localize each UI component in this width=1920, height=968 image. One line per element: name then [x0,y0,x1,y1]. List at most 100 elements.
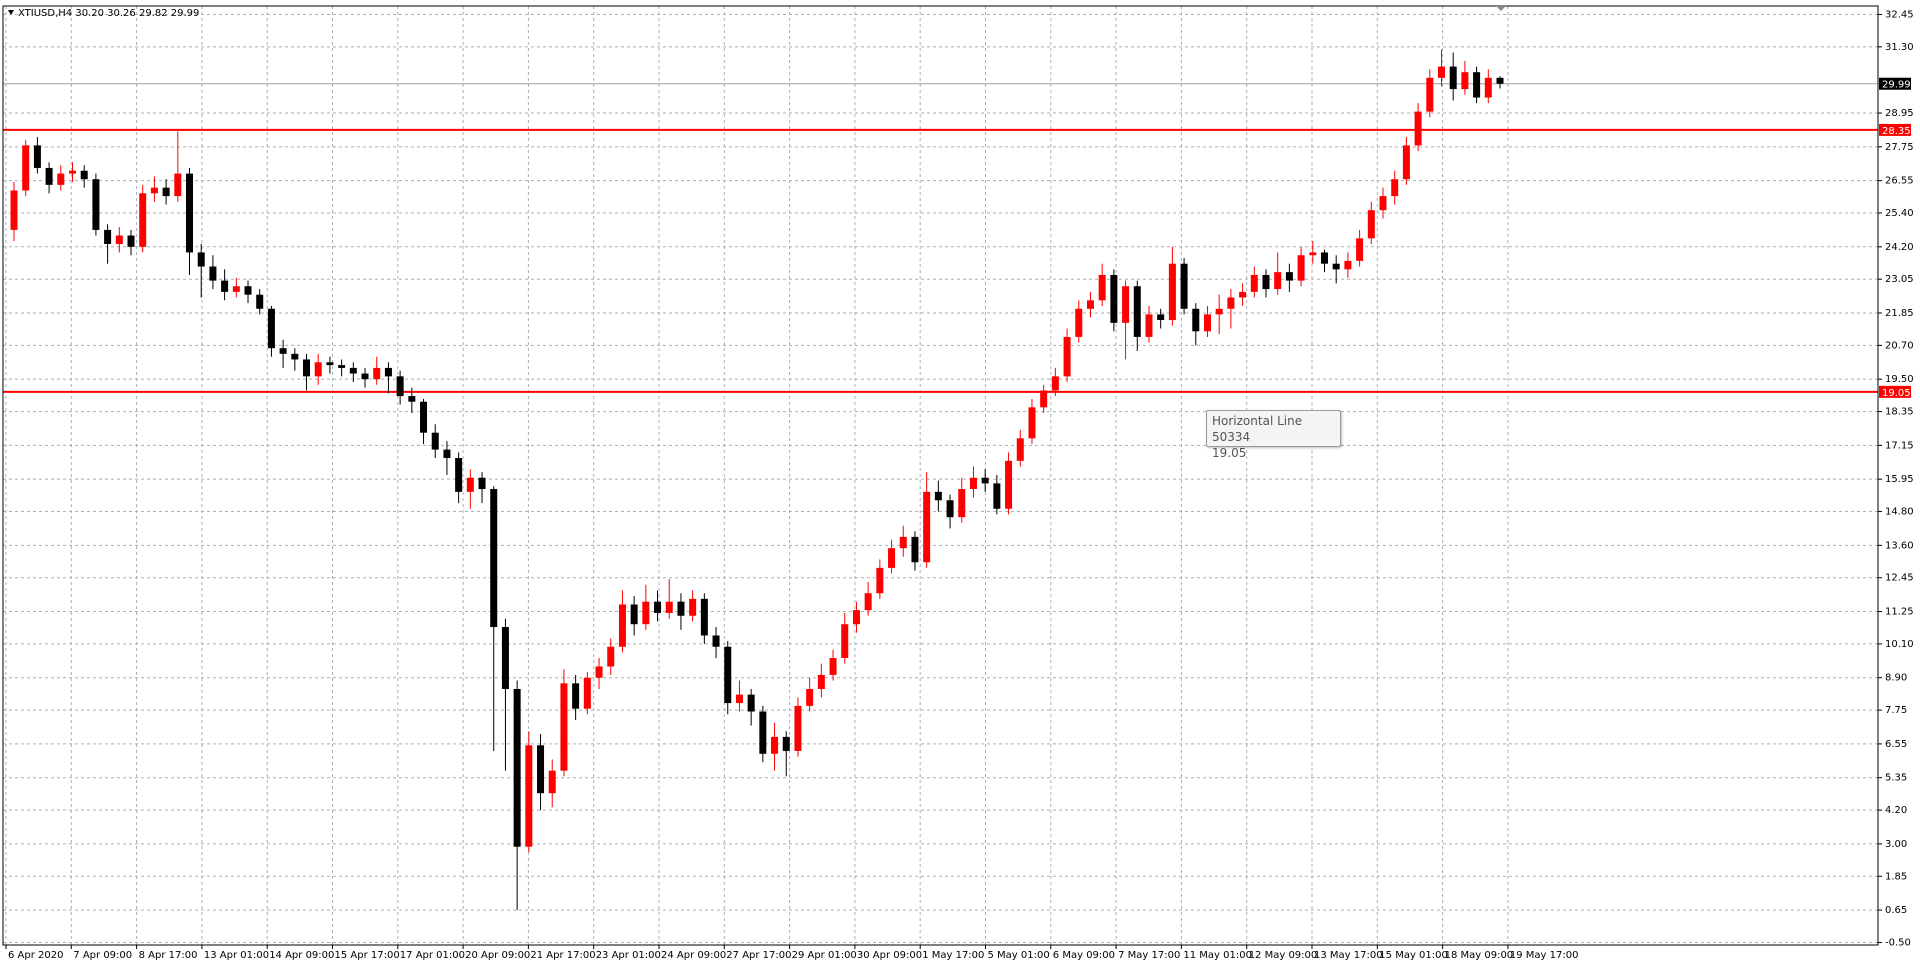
candle-body [537,745,545,794]
candle-body [1122,286,1130,323]
candle-body [1250,274,1258,292]
candle-body [197,252,205,267]
x-tick-label: 15 May 01:00 [1379,950,1448,961]
candle-body [548,770,556,794]
y-tick-label: 19.50 [1885,374,1914,385]
chart-title: XTIUSD,H4 30.20 30.26 29.82 29.99 [18,8,199,19]
candle-body [1075,308,1083,337]
x-tick-label: 15 Apr 17:00 [335,950,400,961]
x-tick-label: 17 Apr 01:00 [400,950,465,961]
tooltip-value: 19.05 [1212,446,1247,460]
candle-body [583,677,591,709]
candle-body [1203,314,1211,332]
candle-body [969,477,977,490]
candle-body [899,536,907,549]
y-tick-label: 10.10 [1885,639,1914,650]
tooltip: Horizontal Line 50334 19.05 [1206,410,1341,460]
candle-body [1157,314,1165,321]
y-tick-label: 1.85 [1885,871,1907,882]
current-price-label: 29.99 [1882,80,1911,91]
candle-body [384,367,392,377]
level-label: 19.05 [1882,388,1911,399]
y-tick-label: 8.90 [1885,673,1907,684]
candle-body [677,601,685,616]
candle-body [852,610,860,625]
menu-arrow[interactable] [8,10,14,15]
y-tick-label: 18.35 [1885,407,1914,418]
candle-body [174,173,182,197]
candle-body [829,658,837,675]
y-tick-label: 26.55 [1885,176,1914,187]
candle-body [817,674,825,689]
candle-body [923,491,931,563]
candle-body [162,187,170,197]
candle-body [209,266,217,281]
candle-body [10,190,18,230]
candle-body [572,683,580,709]
candle-body [127,235,135,247]
y-tick-label: 3.00 [1885,839,1907,850]
candle-body [314,362,322,377]
candle-body [1449,66,1457,90]
candle-body [45,167,53,185]
candle-body [1168,263,1176,321]
x-tick-label: 7 May 17:00 [1118,950,1180,961]
candle-body [291,353,299,360]
candle-body [478,477,486,490]
candle-body [1437,66,1445,78]
x-tick-label: 6 Apr 2020 [8,950,63,961]
tooltip-name: Horizontal Line 50334 [1212,414,1303,444]
candle-body [1005,460,1013,509]
candle-body [958,489,966,518]
candle-body [349,367,357,374]
x-tick-label: 8 Apr 17:00 [139,950,198,961]
candle-body [642,601,650,625]
x-tick-label: 23 Apr 01:00 [596,950,661,961]
candle-body [1473,72,1481,98]
candle-body [150,187,158,194]
candle-body [1274,272,1282,290]
plot-frame [2,5,1879,946]
x-tick-label: 5 May 01:00 [988,950,1050,961]
x-tick-label: 6 May 09:00 [1053,950,1115,961]
candle-body [735,694,743,704]
candle-body [303,359,311,377]
y-tick-label: 32.45 [1885,9,1914,20]
candle-body [782,736,790,751]
candle-body [408,396,416,402]
candle-body [525,745,533,847]
x-tick-label: 27 Apr 17:00 [726,950,791,961]
candle-body [1496,77,1504,84]
candle-body [1402,145,1410,180]
candle-body [1086,300,1094,309]
candle-body [267,308,275,349]
candle-body [1145,314,1153,337]
x-tick-label: 1 May 17:00 [922,950,984,961]
candle-body [1016,438,1024,461]
y-tick-label: 24.20 [1885,242,1914,253]
candle-body [993,483,1001,509]
x-tick-label: 21 Apr 17:00 [530,950,595,961]
candle-body [1426,77,1434,112]
candle-body [1391,179,1399,197]
y-tick-label: 25.40 [1885,208,1914,219]
candle-body [326,362,334,366]
y-tick-label: 17.15 [1885,440,1914,451]
candle-body [724,646,732,704]
candle-body [864,593,872,611]
x-tick-label: 18 May 09:00 [1445,950,1514,961]
candle-body [139,193,147,247]
candle-body [186,173,194,253]
candle-body [1332,263,1340,270]
current-price-bg [1879,77,1911,90]
candle-body [396,376,404,397]
candle-body [771,736,779,754]
x-tick-label: 13 Apr 01:00 [204,950,269,961]
candle-body [115,235,123,244]
level-label-bg [1879,385,1911,398]
candle-body [747,694,755,712]
candle-body [1484,77,1492,98]
y-tick-label: 14.80 [1885,507,1914,518]
x-tick-label: 30 Apr 09:00 [857,950,922,961]
